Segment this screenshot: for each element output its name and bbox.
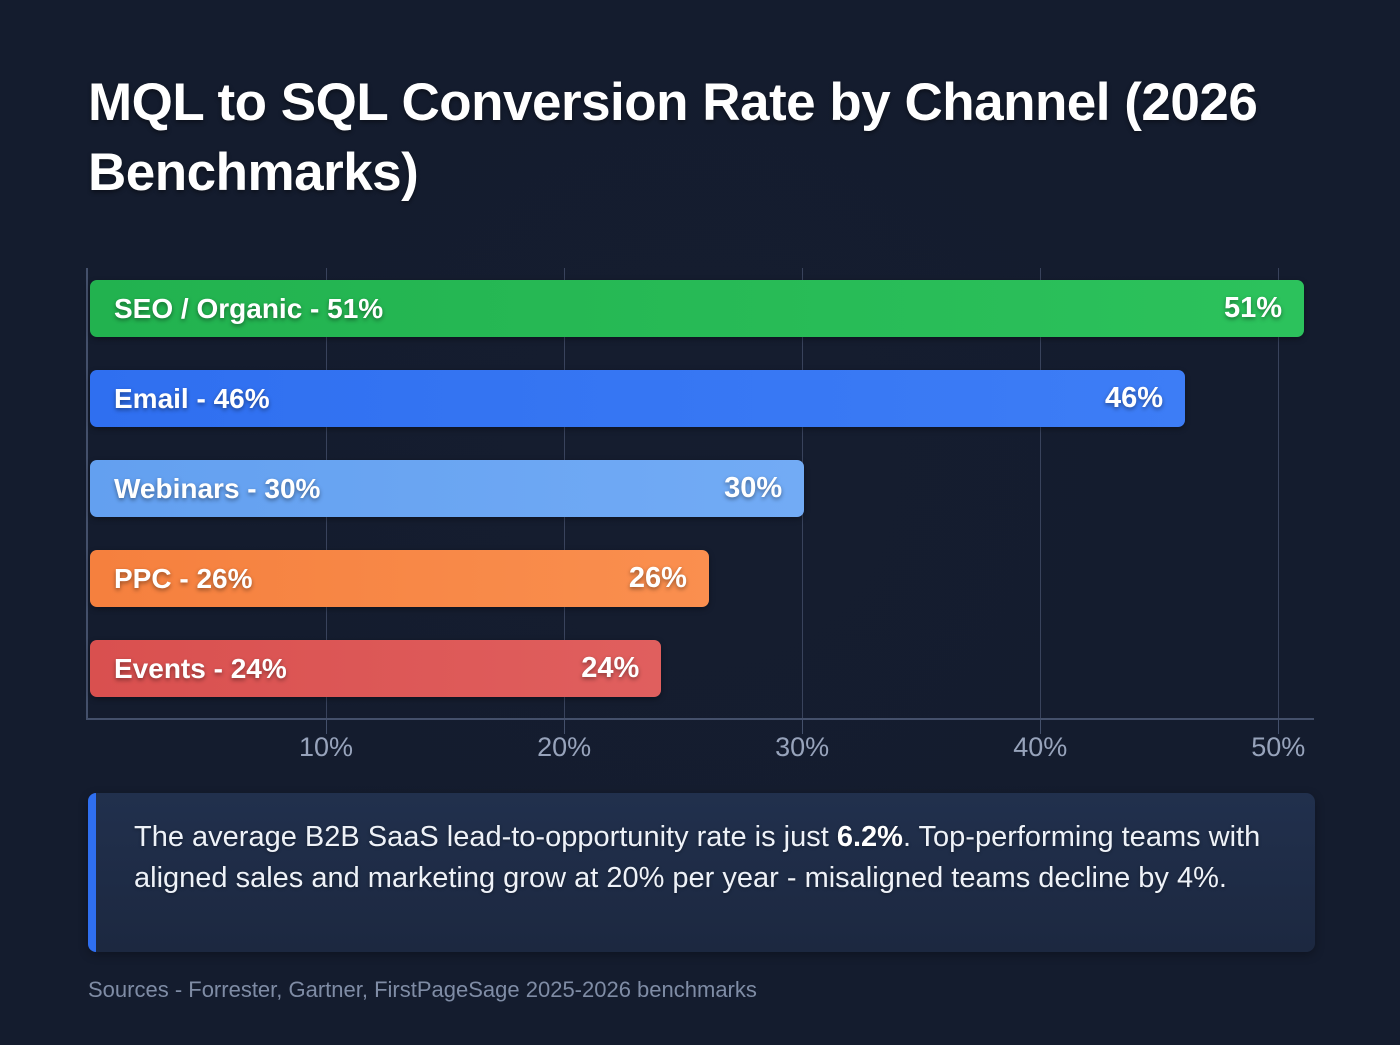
bar-label: Email - 46% (114, 383, 270, 414)
bar-row[interactable]: Webinars - 30% 30% (90, 460, 1316, 517)
bar-value-label: 46% (1105, 382, 1164, 414)
x-tick-mark (1278, 720, 1280, 734)
x-tick-label: 10% (299, 732, 354, 762)
bar-row[interactable]: SEO / Organic - 51% 51% (90, 280, 1316, 337)
x-tick-label: 40% (1013, 732, 1068, 762)
bar-chart: SEO / Organic - 51% 51% Email - 46% 46% Webi… (86, 268, 1314, 762)
x-tick-mark (802, 720, 804, 734)
bar-seo-organic[interactable] (90, 280, 1305, 337)
bar-label: Webinars - 30% (114, 473, 321, 504)
gridline (1278, 268, 1280, 718)
sources-note: Sources - Forrester, Gartner, FirstPageS… (88, 977, 757, 1002)
bar-events[interactable] (90, 640, 662, 697)
callout-card: The average B2B SaaS lead-to-opportunity… (88, 793, 1315, 952)
bar-value-label: 51% (1224, 292, 1283, 324)
bar-email[interactable] (90, 370, 1186, 427)
page-title: MQL to SQL Conversion Rate by Channel (2… (88, 73, 1258, 203)
callout-text: The average B2B SaaS lead-to-opportunity… (134, 817, 1289, 899)
x-tick-mark (564, 720, 566, 734)
bar-webinars[interactable] (90, 460, 805, 517)
x-tick-label: 50% (1251, 732, 1306, 762)
x-tick-mark (1040, 720, 1042, 734)
bar-label: SEO / Organic - 51% (114, 293, 384, 324)
gridline (1040, 268, 1042, 718)
bar-value-label: 26% (628, 562, 687, 594)
x-tick-label: 30% (775, 732, 830, 762)
bar-series: SEO / Organic - 51% 51% Email - 46% 46% Webi… (90, 268, 1314, 716)
bar-label: Events - 24% (114, 653, 287, 684)
callout-accent-bar (88, 793, 96, 952)
x-tick-label: 20% (537, 732, 592, 762)
bar-row[interactable]: PPC - 26% 26% (90, 550, 1316, 607)
callout-text-highlight: 6.2% (836, 821, 903, 853)
callout-text-after: . Top-performing teams with aligned sale… (134, 821, 1261, 894)
bar-row[interactable]: Email - 46% 46% (90, 370, 1316, 427)
bar-label: PPC - 26% (114, 563, 253, 594)
plot-area: SEO / Organic - 51% 51% Email - 46% 46% Webi… (86, 268, 1314, 720)
bar-row[interactable]: Events - 24% 24% (90, 640, 1316, 697)
callout-text-before: The average B2B SaaS lead-to-opportunity… (134, 821, 837, 853)
bar-value-label: 30% (724, 472, 783, 504)
x-tick-mark (326, 720, 328, 734)
bar-value-label: 24% (581, 652, 640, 684)
bar-ppc[interactable] (90, 550, 709, 607)
